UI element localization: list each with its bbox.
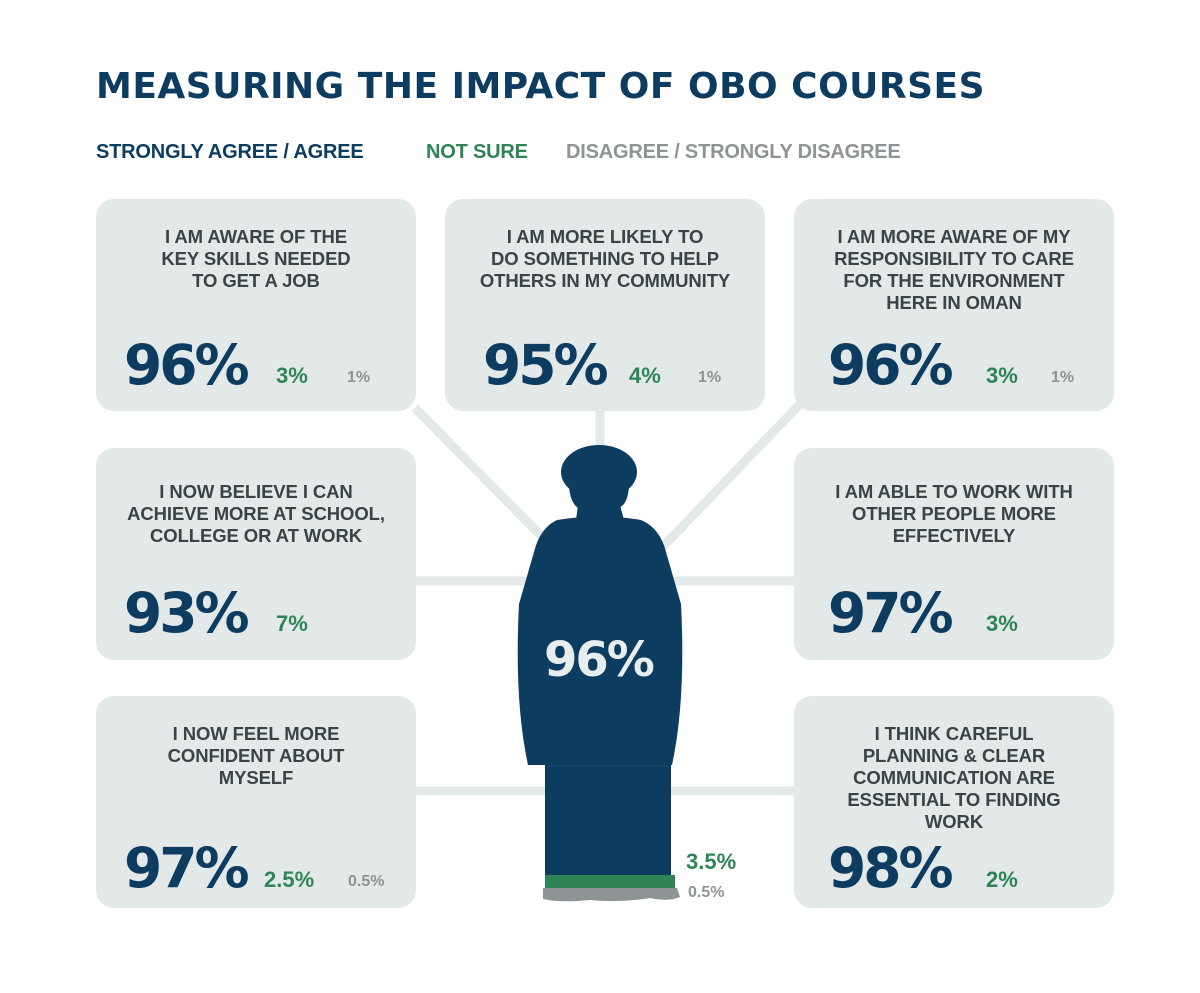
overall-disagree-percentage: 0.5% [688,884,725,901]
agree-percentage: 97% [828,581,954,645]
agree-percentage: 96% [124,333,250,397]
statement-text: I AM MORE AWARE OF MY RESPONSIBILITY TO … [834,226,1074,313]
agree-percentage: 95% [483,333,609,397]
disagree-percentage: 1% [698,369,722,386]
statement-text: I AM AWARE OF THE KEY SKILLS NEEDED TO G… [161,226,351,291]
disagree-percentage: 1% [347,369,371,386]
statement-text: I AM MORE LIKELY TO DO SOMETHING TO HELP… [479,226,731,291]
statement-text: I NOW FEEL MORE CONFIDENT ABOUT MYSELF [167,723,345,788]
agree-percentage: 93% [124,581,250,645]
agree-percentage: 96% [828,333,954,397]
not-sure-percentage: 3% [986,363,1018,388]
not-sure-percentage: 2% [986,867,1018,892]
not-sure-percentage: 3% [276,363,308,388]
overall-agree-percentage: 96% [544,632,655,688]
not-sure-percentage: 4% [629,363,661,388]
agree-percentage: 98% [828,836,954,900]
statement-card-confidence: I NOW FEEL MORE CONFIDENT ABOUT MYSELF 9… [96,696,416,908]
disagree-percentage: 0.5% [348,873,385,890]
legend: STRONGLY AGREE / AGREE NOT SURE DISAGREE… [96,141,996,167]
overall-not-sure-percentage: 3.5% [686,849,737,874]
person-in-dishdasha-icon [517,445,683,902]
disagree-percentage: 1% [1051,369,1075,386]
not-sure-percentage: 7% [276,611,308,636]
statement-card-environment: I AM MORE AWARE OF MY RESPONSIBILITY TO … [794,199,1114,411]
legend-disagree: DISAGREE / STRONGLY DISAGREE [566,141,901,163]
statement-text: I THINK CAREFUL PLANNING & CLEAR COMMUNI… [847,723,1061,832]
legend-not-sure: NOT SURE [426,141,528,163]
statement-text: I AM ABLE TO WORK WITH OTHER PEOPLE MORE… [835,481,1073,546]
agree-percentage: 97% [124,836,250,900]
statement-card-planning: I THINK CAREFUL PLANNING & CLEAR COMMUNI… [794,696,1114,908]
page-title: MEASURING THE IMPACT OF OBO COURSES [96,66,986,107]
not-sure-percentage: 3% [986,611,1018,636]
statement-card-achieve-more: I NOW BELIEVE I CAN ACHIEVE MORE AT SCHO… [96,448,416,660]
statement-text: I NOW BELIEVE I CAN ACHIEVE MORE AT SCHO… [127,481,385,546]
statement-card-community: I AM MORE LIKELY TO DO SOMETHING TO HELP… [445,199,765,411]
statement-card-teamwork: I AM ABLE TO WORK WITH OTHER PEOPLE MORE… [794,448,1114,660]
not-sure-percentage: 2.5% [264,867,315,892]
statement-card-job-skills: I AM AWARE OF THE KEY SKILLS NEEDED TO G… [96,199,416,411]
legend-agree: STRONGLY AGREE / AGREE [96,141,364,163]
